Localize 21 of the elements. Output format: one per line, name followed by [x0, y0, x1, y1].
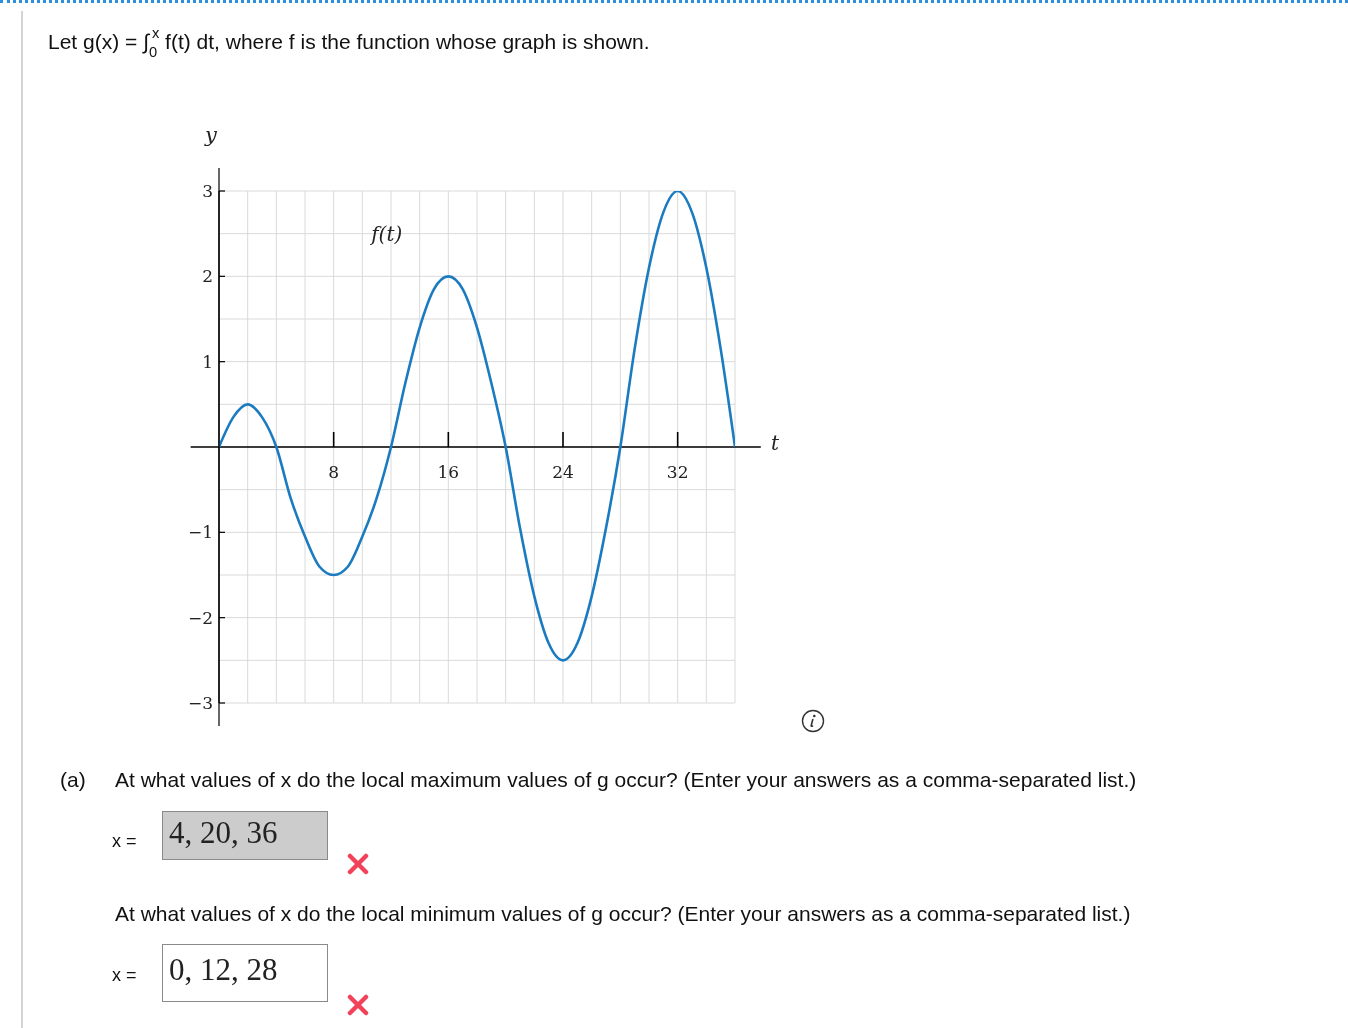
x-axis-title: t [771, 431, 780, 455]
chart-title: Let g(x) = ∫$_{0}$$^{x}$ f(t) dt, where f is the function whose graph is shown. [48, 25, 650, 61]
y-tick-label: −2 [187, 607, 213, 628]
text: At what values of x do the local minimum values of g occur? (Enter your answers as a comma-separated list.) [115, 901, 1131, 927]
x-tick-label: 32 [666, 462, 689, 482]
x-tick-label: 24 [552, 462, 574, 482]
text: (a) [60, 767, 86, 793]
y-tick-label: −1 [187, 522, 213, 543]
answer-field: 0, 12, 28 [162, 944, 328, 1002]
y-tick-label: 3 [202, 180, 213, 201]
text: x = [112, 830, 137, 853]
x-tick-label: 8 [328, 462, 340, 482]
text: x = [112, 964, 137, 987]
x-tick-label: 16 [437, 462, 460, 482]
y-tick-label: −3 [187, 692, 213, 713]
y-axis-title: y [205, 123, 217, 147]
y-tick-label: 1 [202, 351, 213, 372]
y-tick-label: 2 [202, 266, 213, 287]
text: f(t) [371, 221, 403, 246]
answer-field: 4, 20, 36 [162, 811, 328, 860]
text: At what values of x do the local maximum values of g occur? (Enter your answers as a comma-separated list.) [115, 767, 1137, 793]
